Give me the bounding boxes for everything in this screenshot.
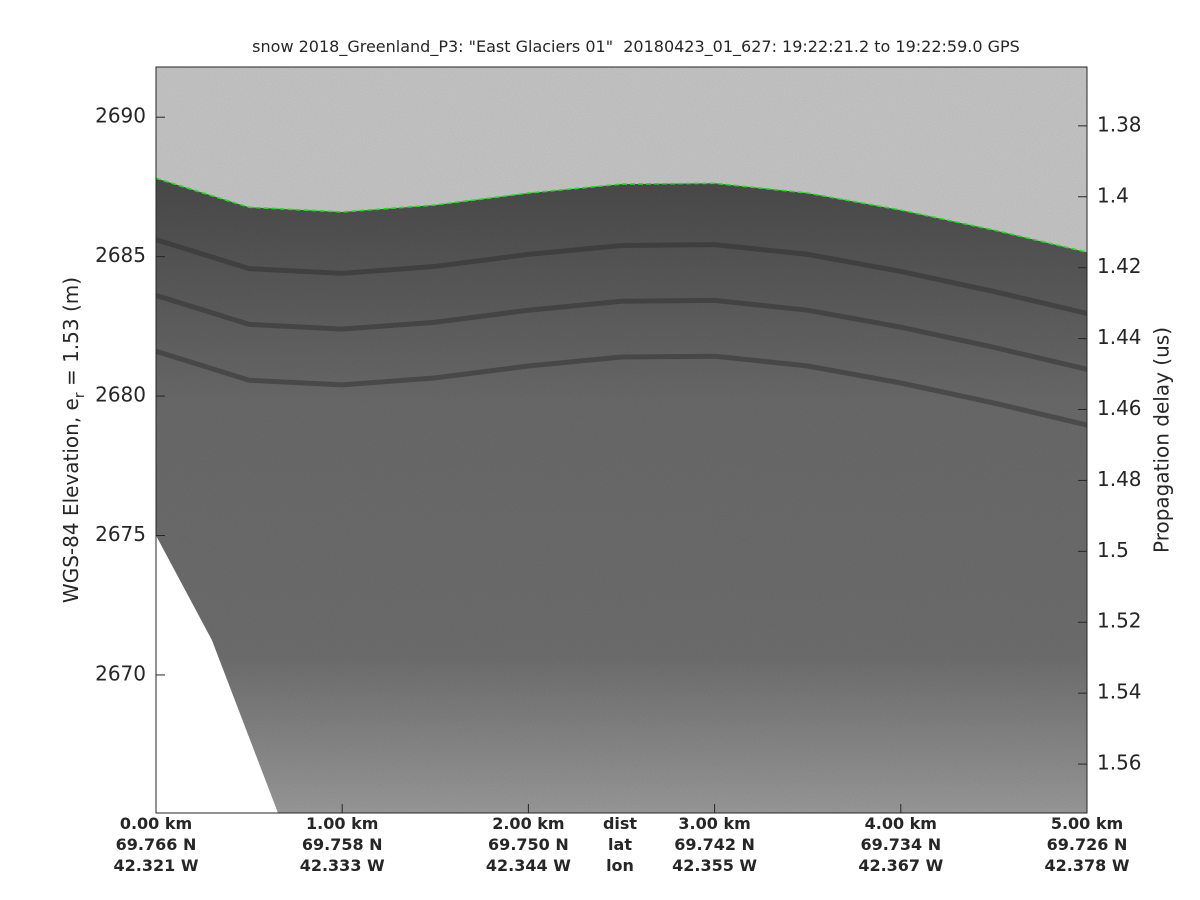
internal-layer xyxy=(156,348,1087,428)
lat-label: 69.726 N xyxy=(1047,835,1128,854)
axes-frame xyxy=(155,66,1088,814)
y-label-main: WGS-84 Elevation, e xyxy=(59,398,83,603)
y-tick-label: 2670 xyxy=(95,661,146,685)
internal-layer xyxy=(156,293,1087,372)
surface-line xyxy=(156,177,1087,253)
y2-tick-label: 1.48 xyxy=(1097,467,1142,491)
y2-axis-label: Propagation delay (us) xyxy=(1150,327,1174,553)
x-tick-label: 0.00 km xyxy=(120,814,192,833)
y2-tick-label: 1.5 xyxy=(1097,538,1129,562)
y-axis-label: WGS-84 Elevation, er = 1.53 (m) xyxy=(59,277,89,603)
x-tick-label: 2.00 km xyxy=(492,814,564,833)
lat-label: 69.766 N xyxy=(116,835,197,854)
lon-label: 42.321 W xyxy=(114,856,199,875)
lon-label: 42.355 W xyxy=(672,856,757,875)
lat-label: 69.758 N xyxy=(302,835,383,854)
lon-label: 42.333 W xyxy=(300,856,385,875)
row-label: lat xyxy=(608,835,632,854)
x-tick-label: 5.00 km xyxy=(1051,814,1123,833)
y2-tick-label: 1.4 xyxy=(1097,183,1129,207)
lon-label: 42.378 W xyxy=(1045,856,1130,875)
lon-label: 42.367 W xyxy=(858,856,943,875)
x-tick-label: 1.00 km xyxy=(306,814,378,833)
lat-label: 69.742 N xyxy=(674,835,755,854)
subsurface xyxy=(156,178,1087,813)
row-label: dist xyxy=(603,814,637,833)
chart-title: snow 2018_Greenland_P3: "East Glaciers 0… xyxy=(252,37,1020,57)
y2-tick-label: 1.38 xyxy=(1097,112,1142,136)
lat-label: 69.734 N xyxy=(860,835,941,854)
echogram-area xyxy=(156,67,1087,813)
y-tick-label: 2680 xyxy=(95,383,146,407)
y-label-rest: = 1.53 (m) xyxy=(59,277,83,392)
x-tick-label: 3.00 km xyxy=(678,814,750,833)
y-tick-label: 2685 xyxy=(95,243,146,267)
y2-tick-label: 1.52 xyxy=(1097,609,1142,633)
x-tick-label: 4.00 km xyxy=(865,814,937,833)
y-tick-label: 2675 xyxy=(95,522,146,546)
y2-tick-label: 1.54 xyxy=(1097,680,1142,704)
y-tick-label: 2690 xyxy=(95,104,146,128)
y2-tick-label: 1.42 xyxy=(1097,254,1142,278)
lon-label: 42.344 W xyxy=(486,856,571,875)
no-data-region xyxy=(156,535,278,813)
internal-layer xyxy=(156,237,1087,316)
y2-tick-label: 1.46 xyxy=(1097,396,1142,420)
lat-label: 69.750 N xyxy=(488,835,569,854)
y-label-sub: r xyxy=(72,392,88,398)
row-label: lon xyxy=(606,856,634,875)
y2-tick-label: 1.44 xyxy=(1097,325,1142,349)
y2-tick-label: 1.56 xyxy=(1097,751,1142,775)
